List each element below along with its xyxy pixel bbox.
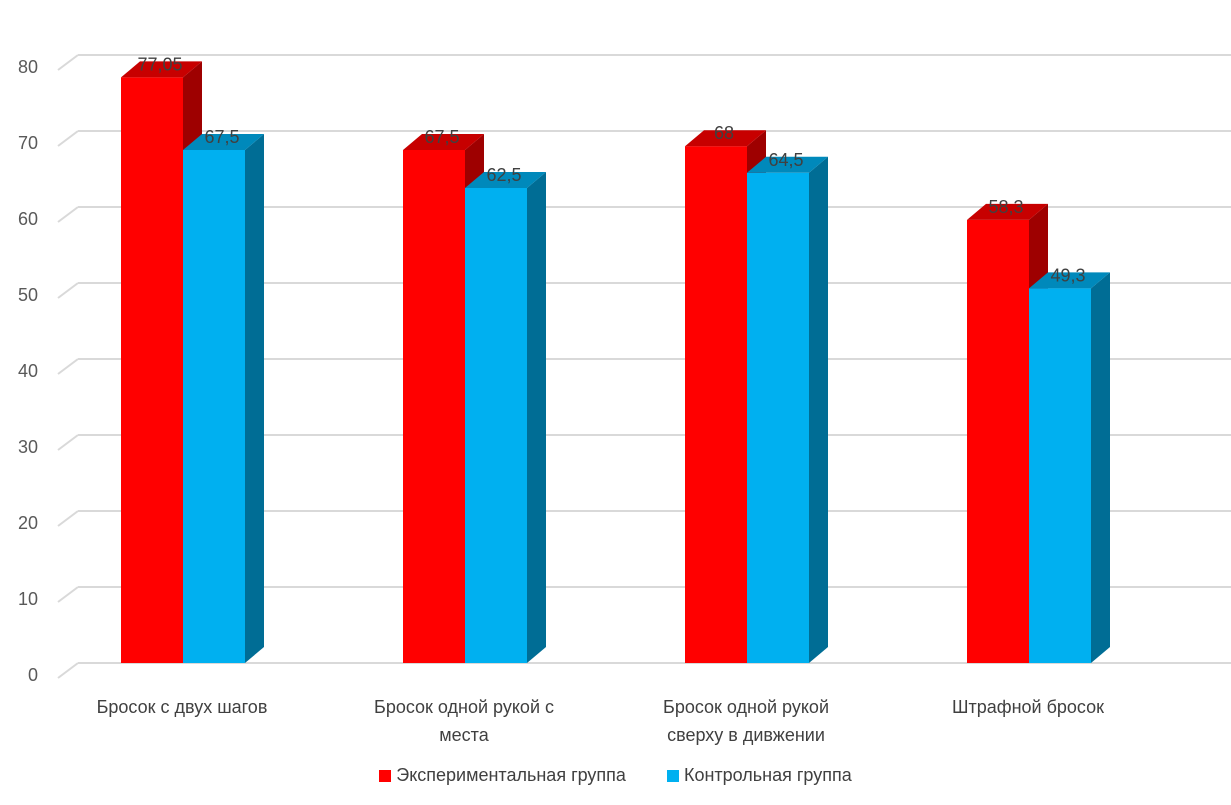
y-tick-label: 40 bbox=[18, 361, 38, 381]
bar bbox=[747, 172, 809, 664]
bar bbox=[685, 146, 747, 663]
x-category-label: Бросок одной рукой с bbox=[374, 697, 554, 717]
gridline-depth bbox=[57, 54, 79, 71]
x-category-label: сверху в дивжении bbox=[667, 725, 825, 745]
y-tick-label: 50 bbox=[18, 285, 38, 305]
y-tick-label: 30 bbox=[18, 437, 38, 457]
x-category-label: Бросок одной рукой bbox=[663, 697, 829, 717]
gridline-depth bbox=[57, 434, 79, 451]
bar-side bbox=[809, 156, 828, 664]
legend-item-experimental: Экспериментальная группа bbox=[379, 765, 626, 786]
data-label: 64,5 bbox=[768, 150, 803, 170]
y-tick-label: 10 bbox=[18, 589, 38, 609]
legend-swatch-experimental bbox=[379, 769, 392, 782]
data-label: 62,5 bbox=[486, 165, 521, 185]
bar-side bbox=[527, 172, 546, 663]
legend-label-experimental: Экспериментальная группа bbox=[396, 765, 626, 785]
bar-chart: 0 10 20 30 40 50 60 70 80 77,05 67,5 Бросок с двух … bbox=[18, 54, 1231, 745]
bar-side bbox=[245, 134, 264, 663]
bar bbox=[465, 188, 527, 663]
data-label: 67,5 bbox=[424, 127, 459, 147]
data-label: 58,3 bbox=[988, 197, 1023, 217]
gridline-depth bbox=[57, 130, 79, 147]
bar-top bbox=[183, 134, 264, 150]
legend-label-control: Контрольная группа bbox=[683, 765, 852, 785]
gridline-depth bbox=[57, 282, 79, 299]
data-label: 67,5 bbox=[204, 127, 239, 147]
bar-side bbox=[1091, 272, 1110, 663]
bar-top bbox=[403, 134, 484, 150]
data-label: 77,05 bbox=[137, 54, 182, 74]
y-tick-label: 80 bbox=[18, 57, 38, 77]
x-category-label: Штрафной бросок bbox=[952, 697, 1104, 717]
gridline-depth bbox=[57, 358, 79, 375]
legend-swatch-control bbox=[666, 769, 679, 782]
gridline-depth bbox=[57, 510, 79, 527]
x-category-label: места bbox=[439, 725, 489, 745]
bar-top bbox=[747, 156, 828, 173]
legend-item-control: Контрольная группа bbox=[666, 765, 852, 786]
gridline-depth bbox=[57, 586, 79, 603]
gridline-depth bbox=[57, 662, 79, 679]
data-label: 68 bbox=[714, 123, 734, 143]
legend: Экспериментальная группа Контрольная гру… bbox=[0, 765, 1231, 787]
gridline-depth bbox=[57, 206, 79, 223]
y-tick-label: 20 bbox=[18, 513, 38, 533]
bar-top bbox=[967, 203, 1048, 220]
bar-top bbox=[465, 172, 546, 188]
y-tick-label: 70 bbox=[18, 133, 38, 153]
y-tick-label: 0 bbox=[28, 665, 38, 685]
bar-top bbox=[685, 130, 766, 147]
data-label: 49,3 bbox=[1050, 265, 1085, 285]
bar bbox=[183, 150, 245, 663]
bar-top bbox=[121, 61, 202, 78]
bar-top bbox=[1029, 272, 1110, 289]
bar bbox=[121, 77, 183, 664]
bar bbox=[967, 219, 1029, 664]
y-tick-label: 60 bbox=[18, 209, 38, 229]
bar bbox=[403, 150, 465, 663]
bar bbox=[1029, 288, 1091, 663]
x-category-label: Бросок с двух шагов bbox=[97, 697, 268, 717]
